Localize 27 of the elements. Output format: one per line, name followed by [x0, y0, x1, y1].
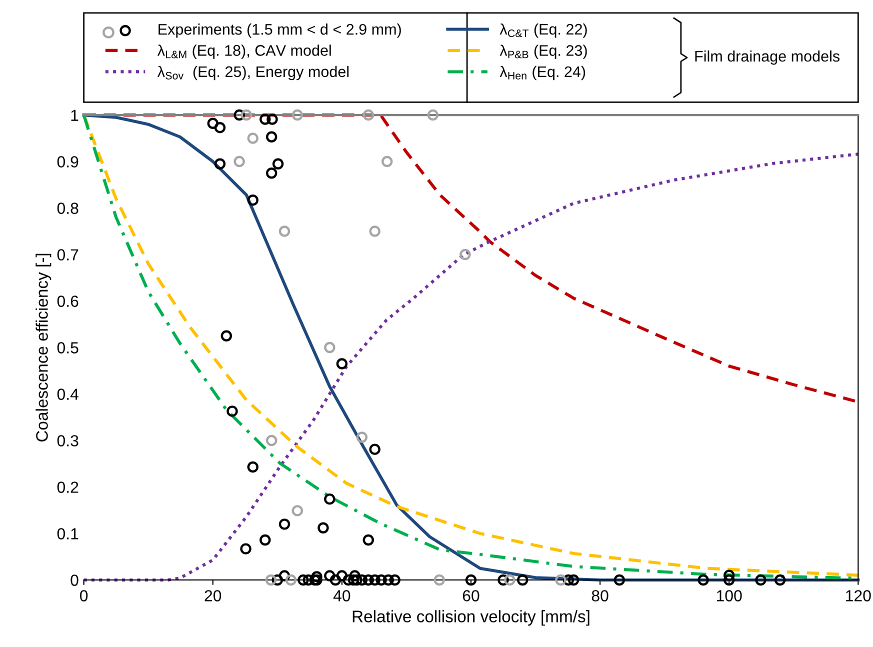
y-tick-label: 0.1 [57, 528, 78, 540]
legend-label: λ$_{C&T}$ (Eq. 22) [500, 23, 587, 38]
legend-label: λ$_{Sov}$ (Eq. 25), Energy model [157, 66, 349, 80]
x-tick-label: 100 [716, 590, 742, 602]
legend-label: Experiments (1.5 mm < d < 2.9 mm) [158, 24, 401, 38]
x-tick-label: 40 [333, 590, 350, 602]
legend-label: λ$_{P&B}$ (Eq. 23) [500, 44, 587, 59]
y-tick-label: 0.6 [57, 296, 78, 307]
y-tick-label: 0.4 [57, 388, 78, 400]
y-tick-label: 0.3 [57, 435, 78, 446]
y-tick-label: 0 [70, 574, 78, 586]
x-tick-label: 80 [592, 590, 608, 602]
y-tick-label: 0.2 [57, 482, 78, 493]
x-tick-label: 0 [80, 590, 88, 602]
y-tick-label: 0.5 [57, 342, 78, 354]
x-tick-label: 120 [846, 590, 871, 602]
y-tick-label: 1 [71, 110, 78, 121]
x-axis-title: Relative collision velocity [mm/s] [352, 610, 590, 626]
y-tick-label: 0.8 [57, 202, 78, 214]
legend-label: λ$_{Hen}$ (Eq. 24) [500, 66, 586, 80]
y-tick-label: 0.9 [57, 156, 78, 168]
x-tick-label: 20 [204, 590, 222, 602]
x-tick-label: 60 [462, 590, 480, 602]
text: Film drainage models [695, 50, 840, 65]
y-tick-label: 0.7 [57, 249, 78, 260]
legend-label: λ$_{L&M}$ (Eq. 18), CAV model [157, 44, 331, 59]
y-axis-title: Coalescence efficiency [-] [36, 254, 52, 442]
